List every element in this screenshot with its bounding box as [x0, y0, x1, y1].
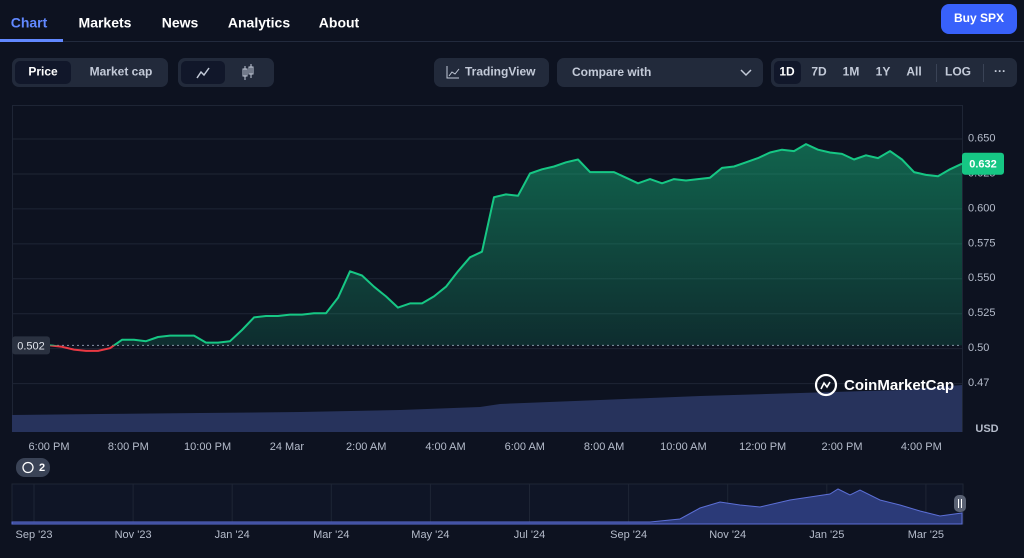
overview-tick-label: Jan '24 [215, 529, 250, 541]
line-icon [196, 67, 210, 79]
tradingview-button[interactable] [434, 58, 549, 87]
overview: Sep '23 Nov '23 Jan '24 Mar '24 May '24 Jul '… [16, 484, 944, 541]
x-tick-label: 2:00 AM [346, 441, 386, 453]
range-button[interactable]: 1Y [876, 65, 891, 79]
nav-tab[interactable]: About [319, 15, 360, 31]
watermark: CoinMarketCap [814, 373, 954, 397]
x-tick-label: 6:00 PM [29, 441, 70, 453]
range-group [771, 58, 1017, 87]
overview-handle[interactable] [954, 495, 966, 512]
y-tick-label: 0.600 [968, 202, 996, 214]
nav-tab[interactable]: News [162, 15, 199, 31]
y-tick-label: 0.650 [968, 132, 996, 144]
price-line [49, 143, 963, 352]
nav-tab[interactable]: Markets [79, 15, 132, 31]
x-tick-label: 24 Mar [270, 441, 305, 453]
range-button[interactable]: LOG [945, 65, 971, 79]
volume-bars [12, 385, 962, 432]
compare-label[interactable]: Compare with [572, 65, 651, 79]
indicator-count[interactable]: 2 [39, 462, 45, 474]
toggle-market-cap[interactable]: Market cap [90, 65, 153, 79]
last-price-label: 0.632 [969, 159, 997, 171]
range-active[interactable] [774, 61, 801, 84]
range-button[interactable]: All [906, 65, 921, 79]
compare-dropdown[interactable] [557, 58, 763, 87]
toggle-active[interactable] [15, 61, 71, 84]
overview-tick-label: Sep '23 [16, 529, 53, 541]
line-type-button[interactable] [181, 61, 225, 84]
overview-tick-label: Nov '23 [115, 529, 152, 541]
tradingview-label[interactable]: TradingView [465, 65, 536, 79]
x-tick-label: 8:00 AM [584, 441, 624, 453]
x-tick-label: 4:00 PM [901, 441, 942, 453]
x-tick-label: 10:00 PM [184, 441, 231, 453]
watermark-logo-mark [820, 381, 831, 390]
range-button[interactable]: 1M [843, 65, 860, 79]
handle-grip [958, 499, 962, 508]
x-tick-label: 2:00 PM [822, 441, 863, 453]
x-tick-label: 6:00 AM [505, 441, 545, 453]
range-button[interactable]: 7D [811, 65, 827, 79]
overview-tick-label: May '24 [411, 529, 449, 541]
nav-tab[interactable]: Analytics [228, 15, 290, 31]
y-tick-label: 0.575 [968, 237, 996, 249]
x-axis: 6:00 PM 8:00 PM 10:00 PM 24 Mar 2:00 AM 4:00 … [29, 441, 942, 453]
overview-area [11, 488, 963, 525]
overview-tick-label: Nov '24 [709, 529, 746, 541]
buy-button[interactable] [941, 4, 1017, 34]
price-area [114, 144, 962, 346]
baseline-badge [12, 336, 50, 355]
y-tick-label: 0.550 [968, 272, 996, 284]
overview-tick-label: Jan '25 [809, 529, 844, 541]
watermark-text: CoinMarketCap [844, 377, 954, 394]
tradingview-icon [446, 66, 460, 79]
overview-tick-label: Mar '25 [908, 529, 944, 541]
more-button[interactable]: ··· [994, 64, 1006, 78]
y-tick-label: 0.47 [968, 377, 989, 389]
tabs: Chart Markets News Analytics About [11, 15, 360, 31]
y-unit: USD [975, 423, 998, 435]
x-tick-label: 12:00 PM [739, 441, 786, 453]
last-price-badge [962, 152, 1004, 175]
overview-tick-label: Mar '24 [313, 529, 349, 541]
y-tick-label: 0.50 [968, 342, 989, 354]
dropdown-chevron [740, 69, 752, 77]
nav-tab[interactable]: Chart [11, 15, 48, 31]
baseline-label: 0.502 [17, 340, 45, 352]
x-tick-label: 10:00 AM [660, 441, 706, 453]
candle-icon[interactable] [242, 64, 254, 80]
range-button[interactable]: 1D [779, 65, 795, 79]
watermark-logo [814, 373, 838, 397]
toggle-price[interactable]: Price [28, 65, 58, 79]
history-icon [22, 461, 34, 474]
plot: 0.502 0.632 [12, 143, 1004, 355]
x-tick-label: 8:00 PM [108, 441, 149, 453]
x-tick-label: 4:00 AM [425, 441, 465, 453]
ranges: 1D 7D 1M 1Y All LOG [779, 65, 971, 79]
active-tab-underline [0, 39, 63, 42]
overview-tick-label: Jul '24 [514, 529, 545, 541]
buy-button-label[interactable]: Buy SPX [954, 11, 1004, 25]
y-tick-label: 0.525 [968, 307, 996, 319]
overview-tick-label: Sep '24 [610, 529, 647, 541]
